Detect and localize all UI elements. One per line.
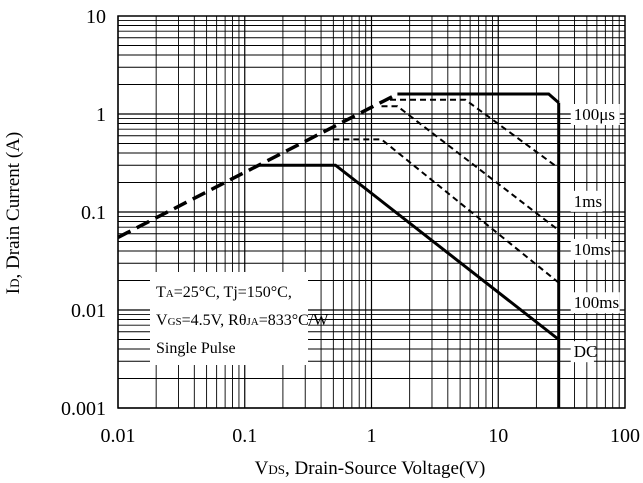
curve-ms10 — [381, 105, 560, 232]
curve-ms1 — [390, 98, 560, 170]
curve-label-ms100: 100ms — [574, 293, 619, 312]
curve-label-ms1: 1ms — [574, 192, 602, 211]
plot-frame — [117, 15, 626, 409]
x-tick-label: 100 — [610, 425, 640, 447]
conditions-line-1: TA=25°C, Tj=150°C, — [156, 284, 292, 301]
y-axis-label: ID, Drain Current (A) — [3, 132, 24, 294]
curve-label-bg-ms100 — [570, 292, 620, 314]
conditions-box — [150, 272, 308, 365]
y-tick-label: 10 — [86, 6, 106, 28]
y-tick-label: 0.001 — [61, 398, 106, 420]
y-tick-label: 1 — [96, 104, 106, 126]
conditions-line-3: Single Pulse — [156, 340, 236, 357]
y-tick-label: 0.1 — [81, 202, 106, 224]
curve-label-bg-ms10 — [570, 238, 612, 260]
x-axis-label: VDS, Drain-Source Voltage(V) — [255, 458, 486, 479]
curve-label-bg-dc — [570, 341, 594, 363]
curve-label-us100: 100μs — [574, 105, 615, 124]
x-tick-label: 0.01 — [101, 425, 136, 447]
x-tick-label: 10 — [488, 425, 508, 447]
curve-label-dc: DC — [574, 342, 598, 361]
curve-label-ms10: 10ms — [574, 240, 611, 259]
curve-dc — [259, 163, 560, 341]
x-tick-label: 0.1 — [232, 425, 257, 447]
conditions-line-2: VGS=4.5V, RθJA=833°C/W — [156, 312, 329, 329]
y-tick-label: 0.01 — [71, 300, 106, 322]
tick-labels: 0.01 0.1 1 10 100 10 1 0.1 0.01 0.001 — [61, 6, 640, 447]
curves — [117, 92, 561, 408]
curve-rdson — [117, 92, 399, 239]
curve-ms100 — [333, 138, 560, 284]
curve-us100 — [397, 92, 560, 104]
curve-label-bg-ms1 — [570, 190, 603, 212]
curve-label-bg-us100 — [570, 104, 620, 125]
x-tick-label: 1 — [367, 425, 377, 447]
curve-labels: 100μs 1ms 10ms 100ms DC — [570, 104, 620, 363]
